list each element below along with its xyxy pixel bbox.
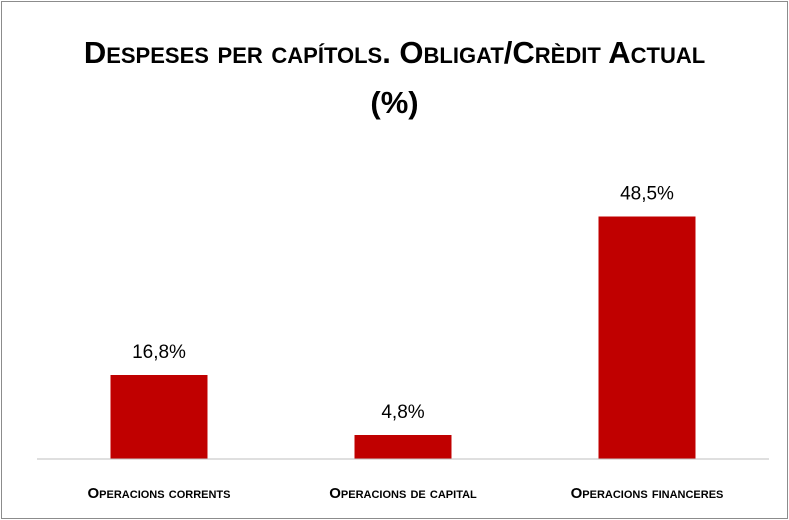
chart-title: Despeses per capítols. Obligat/Crèdit Ac…	[83, 35, 706, 120]
value-label: 48,5%	[620, 184, 674, 205]
x-tick-label: Operacions de capital	[329, 485, 477, 502]
x-tick-label: Operacions financeres	[571, 485, 724, 502]
value-label: 4,8%	[381, 402, 424, 423]
value-label: 16,8%	[132, 342, 186, 363]
bar	[598, 216, 696, 459]
bar	[110, 375, 208, 459]
bar	[354, 435, 452, 459]
x-tick-label: Operacions corrents	[88, 485, 231, 502]
